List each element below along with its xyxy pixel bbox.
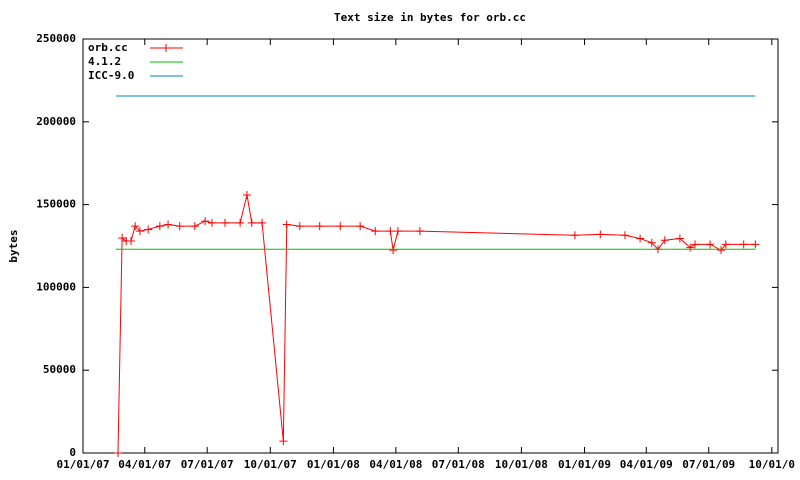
point-marker <box>190 222 199 231</box>
y-tick-label: 0 <box>69 446 76 459</box>
point-marker <box>415 227 424 236</box>
x-tick-label: 04/01/08 <box>369 458 422 471</box>
point-marker <box>135 227 144 236</box>
point-marker <box>295 222 304 231</box>
x-tick-label: 07/01/09 <box>682 458 735 471</box>
point-marker <box>113 449 122 457</box>
point-marker <box>242 190 251 199</box>
point-marker <box>118 234 127 243</box>
x-tick-label: 04/01/09 <box>620 458 673 471</box>
point-marker <box>279 437 288 446</box>
point-marker <box>336 222 345 231</box>
x-tick-label: 10/01/0 <box>749 458 795 471</box>
y-tick-label: 100000 <box>36 280 76 293</box>
point-marker <box>221 218 230 227</box>
point-marker <box>155 222 164 231</box>
point-marker <box>721 240 730 249</box>
point-marker <box>570 231 579 240</box>
y-axis-label: bytes <box>7 229 20 262</box>
point-marker <box>739 240 748 249</box>
point-marker <box>686 243 695 252</box>
point-marker <box>751 240 760 249</box>
legend-label: ICC-9.0 <box>88 69 134 82</box>
point-marker <box>164 220 173 229</box>
x-tick-label: 10/01/07 <box>244 458 297 471</box>
point-marker <box>144 225 153 234</box>
point-marker <box>127 237 136 246</box>
point-marker <box>247 218 256 227</box>
point-marker <box>393 227 402 236</box>
y-tick-label: 50000 <box>43 363 76 376</box>
point-marker <box>236 218 245 227</box>
point-marker <box>258 218 267 227</box>
legend-label: 4.1.2 <box>88 55 121 68</box>
point-marker <box>660 236 669 245</box>
y-tick-label: 200000 <box>36 115 76 128</box>
x-tick-label: 01/01/09 <box>558 458 611 471</box>
point-marker <box>596 230 605 239</box>
point-marker <box>706 240 715 249</box>
legend-label: orb.cc <box>88 41 128 54</box>
point-marker <box>371 227 380 236</box>
chart-title: Text size in bytes for orb.cc <box>334 11 526 24</box>
point-marker <box>717 246 726 255</box>
point-marker <box>175 222 184 231</box>
y-tick-label: 150000 <box>36 198 76 211</box>
point-marker <box>621 231 630 240</box>
x-tick-label: 04/01/07 <box>118 458 171 471</box>
point-marker <box>207 218 216 227</box>
point-marker <box>690 240 699 249</box>
series-line <box>117 194 756 454</box>
x-tick-label: 01/01/08 <box>307 458 360 471</box>
plot-frame <box>82 38 779 454</box>
point-marker <box>675 234 684 243</box>
point-marker <box>389 246 398 255</box>
x-tick-label: 07/01/08 <box>432 458 485 471</box>
point-marker <box>315 222 324 231</box>
point-marker <box>131 222 140 231</box>
point-marker <box>386 227 395 236</box>
point-marker <box>636 234 645 243</box>
point-marker <box>356 222 365 231</box>
x-tick-label: 01/01/07 <box>57 458 110 471</box>
x-tick-label: 07/01/07 <box>181 458 234 471</box>
x-tick-label: 10/01/08 <box>495 458 548 471</box>
y-tick-label: 250000 <box>36 32 76 45</box>
point-marker <box>647 238 656 247</box>
point-marker <box>282 220 291 229</box>
legend-marker <box>162 44 170 52</box>
point-marker <box>201 217 210 226</box>
